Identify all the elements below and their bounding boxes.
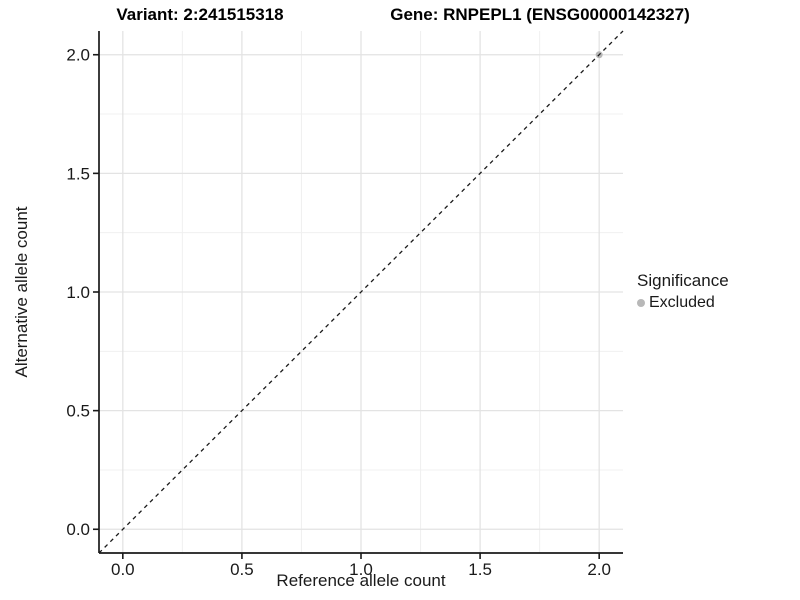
x-tick-label: 0.0 [111,560,135,579]
y-tick-label: 2.0 [66,46,90,65]
x-tick-label: 1.0 [349,560,373,579]
x-tick-label: 0.5 [230,560,254,579]
x-axis-title: Reference allele count [276,571,446,590]
gene-title: Gene: RNPEPL1 (ENSG00000142327) [390,5,690,24]
x-tick-label: 1.5 [468,560,492,579]
legend: Significance Excluded [637,271,729,312]
x-tick-label: 2.0 [587,560,611,579]
legend-item-label: Excluded [649,294,715,311]
y-tick-label: 1.0 [66,283,90,302]
legend-title: Significance [637,271,729,290]
y-tick-label: 0.5 [66,402,90,421]
identity-line [98,30,624,554]
y-tick-label: 0.0 [66,520,90,539]
y-tick-label: 1.5 [66,164,90,183]
legend-item-excluded: Excluded [637,294,729,312]
variant-title: Variant: 2:241515318 [116,5,284,24]
excluded-point-swatch [637,299,645,307]
